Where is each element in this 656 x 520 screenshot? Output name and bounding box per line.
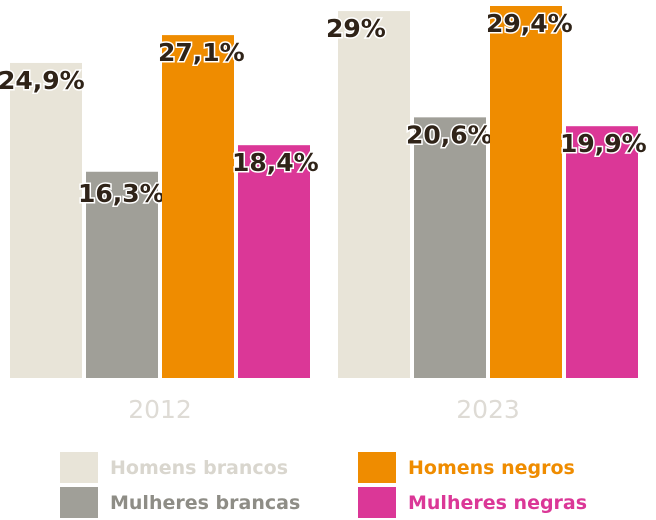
bar-2012-0 [10, 62, 82, 378]
bar-chart: 24,9% 16,3% 27,1% 18,4% 2012 29% 20,6% 29,4% 19,… [0, 6, 648, 424]
data-label-2023-0: 29% [326, 14, 386, 43]
legend-item-mulheres-negras: Mulheres negras [358, 487, 587, 518]
bar-2023-1 [414, 117, 486, 379]
data-label-2023-2: 29,4% [486, 9, 573, 38]
bar-2023-2 [490, 6, 562, 378]
bar-2023-0 [338, 11, 410, 379]
data-label-2012-0: 24,9% [0, 66, 85, 95]
data-label-2023-1: 20,6% [406, 120, 493, 149]
legend-item-homens-negros: Homens negros [358, 452, 575, 483]
bar-2012-3 [238, 145, 310, 378]
data-label-2012-3: 18,4% [232, 148, 319, 177]
data-label-2012-2: 27,1% [158, 38, 245, 67]
legend-item-homens-brancos: Homens brancos [60, 452, 288, 483]
legend-item-mulheres-brancas: Mulheres brancas [60, 487, 300, 518]
legend-label-mulheres-negras: Mulheres negras [408, 491, 588, 514]
bar-2012-1 [86, 171, 158, 378]
legend-swatch-homens-negros [358, 452, 396, 483]
legend-swatch-mulheres-brancas [60, 487, 98, 518]
category-label-2012: 2012 [128, 395, 192, 424]
data-label-2012-1: 16,3% [78, 179, 165, 208]
legend-label-mulheres-brancas: Mulheres brancas [110, 491, 301, 514]
bar-2023-3 [566, 126, 638, 379]
legend-swatch-mulheres-negras [358, 487, 396, 518]
legend-label-homens-negros: Homens negros [408, 456, 575, 479]
bar-2012-2 [162, 35, 234, 378]
legend-swatch-homens-brancos [60, 452, 98, 483]
legend-label-homens-brancos: Homens brancos [110, 456, 289, 479]
category-label-2023: 2023 [456, 395, 520, 424]
data-label-2023-3: 19,9% [560, 129, 647, 158]
